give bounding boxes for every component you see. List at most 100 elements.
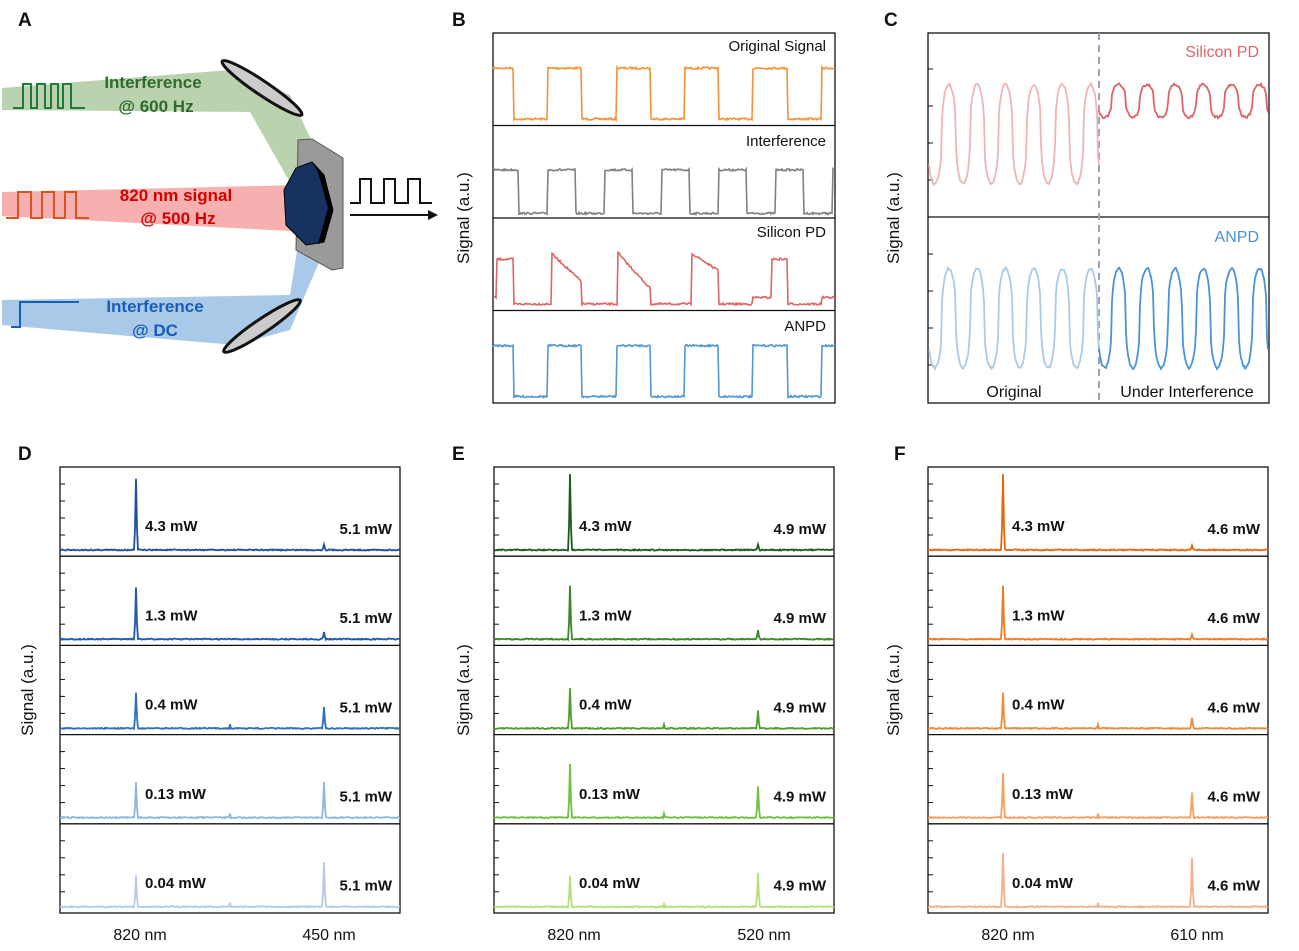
signal-power-label: 4.3 mW xyxy=(579,518,632,535)
panel-label-f: F xyxy=(894,444,906,465)
trace-c-silicon-pd-original xyxy=(928,81,1100,187)
panel-label-a: A xyxy=(18,10,32,31)
trace-b-interference xyxy=(492,166,836,217)
y-axis-label-e: Signal (a.u.) xyxy=(454,644,473,736)
interference-power-label: 4.6 mW xyxy=(1207,610,1260,627)
green-label-2: @ 600 Hz xyxy=(118,97,193,116)
spectrum-f-0.13mW xyxy=(927,772,1269,820)
interference-power-label: 4.9 mW xyxy=(773,610,826,627)
y-axis-label-f: Signal (a.u.) xyxy=(884,644,903,736)
interference-power-label: 5.1 mW xyxy=(339,610,392,627)
spectrum-d-1.3mW xyxy=(59,587,400,642)
spectrum-f-4.3mW xyxy=(927,474,1269,552)
interference-power-label: 4.6 mW xyxy=(1207,789,1260,806)
interference-power-label: 4.9 mW xyxy=(773,789,826,806)
spectrum-f-0.4mW xyxy=(927,692,1269,731)
signal-power-label: 1.3 mW xyxy=(579,607,632,624)
trace-b-anpd xyxy=(492,343,836,399)
signal-power-label: 0.4 mW xyxy=(579,697,632,714)
top-mirror xyxy=(220,59,304,117)
signal-power-label: 0.4 mW xyxy=(145,697,198,714)
interference-power-label: 5.1 mW xyxy=(339,789,392,806)
x-label-under-interference: Under Interference xyxy=(1120,384,1254,401)
panel-label-b: B xyxy=(452,10,466,31)
spectrum-d-4.3mW xyxy=(59,478,401,552)
spectrum-e-0.13mW xyxy=(493,763,835,820)
interference-power-label: 4.6 mW xyxy=(1207,699,1260,716)
y-axis-label-c: Signal (a.u.) xyxy=(884,172,903,264)
interference-power-label: 5.1 mW xyxy=(339,521,392,538)
x-tick-e-520: 520 nm xyxy=(737,927,790,944)
panel-label-c: C xyxy=(884,10,898,31)
chart-marks: 4.3 mW 5.1 mW 1.3 mW 5.1 mW 0.4 mW 5.1 mW 0.13… xyxy=(59,32,1270,914)
green-beam xyxy=(2,70,335,200)
panel-label-e: E xyxy=(452,444,465,465)
x-tick-e-820: 820 nm xyxy=(547,927,600,944)
trace-c-anpd-interference xyxy=(1098,266,1269,371)
interference-power-label: 4.9 mW xyxy=(773,878,826,895)
red-beam xyxy=(2,185,310,232)
output-waveform-icon xyxy=(350,178,432,204)
x-label-original: Original xyxy=(986,384,1041,401)
panel-e-frame xyxy=(493,466,835,914)
spectrum-e-1.3mW xyxy=(493,585,835,642)
interference-power-label: 4.9 mW xyxy=(773,521,826,538)
signal-power-label: 0.13 mW xyxy=(145,786,207,803)
x-tick-d-450: 450 nm xyxy=(302,927,355,944)
green-waveform-icon xyxy=(13,83,85,109)
x-tick-d-820: 820 nm xyxy=(113,927,166,944)
detector-chip-side xyxy=(312,162,333,244)
signal-power-label: 0.13 mW xyxy=(579,786,641,803)
signal-power-label: 1.3 mW xyxy=(145,607,198,624)
signal-power-label: 0.04 mW xyxy=(579,875,641,892)
signal-power-label: 1.3 mW xyxy=(1012,607,1065,624)
legend-interference: Interference xyxy=(746,133,826,150)
blue-label-1: Interference xyxy=(106,297,203,316)
interference-power-label: 4.6 mW xyxy=(1207,521,1260,538)
signal-power-label: 0.04 mW xyxy=(145,875,207,892)
legend-silicon-pd: Silicon PD xyxy=(757,224,826,241)
red-waveform-icon xyxy=(6,191,89,219)
red-label-1: 820 nm signal xyxy=(120,186,232,205)
spectrum-d-0.04mW xyxy=(59,862,401,909)
y-axis-label-d: Signal (a.u.) xyxy=(18,644,37,736)
trace-b-original-signal xyxy=(492,64,836,123)
legend-c-silicon-pd: Silicon PD xyxy=(1185,44,1259,61)
blue-beam xyxy=(2,225,335,345)
interference-power-label: 4.9 mW xyxy=(773,699,826,716)
x-tick-f-820: 820 nm xyxy=(981,927,1034,944)
signal-power-label: 4.3 mW xyxy=(1012,518,1065,535)
signal-power-label: 0.04 mW xyxy=(1012,875,1074,892)
spectrum-f-0.04mW xyxy=(928,853,1269,909)
panel-label-d: D xyxy=(18,444,32,465)
legend-original-signal: Original Signal xyxy=(728,38,826,55)
schematic-panel-a: Interference @ 600 Hz 820 nm signal @ 50… xyxy=(2,59,438,354)
interference-power-label: 5.1 mW xyxy=(339,699,392,716)
trace-c-silicon-pd-interference xyxy=(1098,82,1269,120)
trace-b-silicon-pd xyxy=(492,251,836,308)
spectrum-d-0.13mW xyxy=(59,781,401,820)
spectrum-e-0.4mW xyxy=(493,688,835,731)
signal-power-label: 0.13 mW xyxy=(1012,786,1074,803)
bottom-mirror xyxy=(222,298,302,354)
panel-d-frame xyxy=(59,466,401,914)
red-label-2: @ 500 Hz xyxy=(140,209,215,228)
blue-step-icon xyxy=(11,301,79,328)
spectrum-e-0.04mW xyxy=(493,872,835,909)
spectrum-e-4.3mW xyxy=(493,474,835,552)
trace-c-anpd-original xyxy=(928,265,1100,372)
x-tick-f-610: 610 nm xyxy=(1170,927,1223,944)
legend-c-anpd: ANPD xyxy=(1215,229,1259,246)
interference-power-label: 5.1 mW xyxy=(339,878,392,895)
blue-label-2: @ DC xyxy=(132,321,178,340)
output-arrowhead-icon xyxy=(428,210,438,220)
signal-power-label: 0.4 mW xyxy=(1012,697,1065,714)
y-axis-label-b: Signal (a.u.) xyxy=(454,172,473,264)
interference-power-label: 4.6 mW xyxy=(1207,878,1260,895)
legend-anpd: ANPD xyxy=(784,318,826,335)
panel-f-frame xyxy=(927,466,1269,914)
spectrum-d-0.4mW xyxy=(59,692,401,731)
signal-power-label: 4.3 mW xyxy=(145,518,198,535)
spectrum-f-1.3mW xyxy=(927,585,1269,641)
